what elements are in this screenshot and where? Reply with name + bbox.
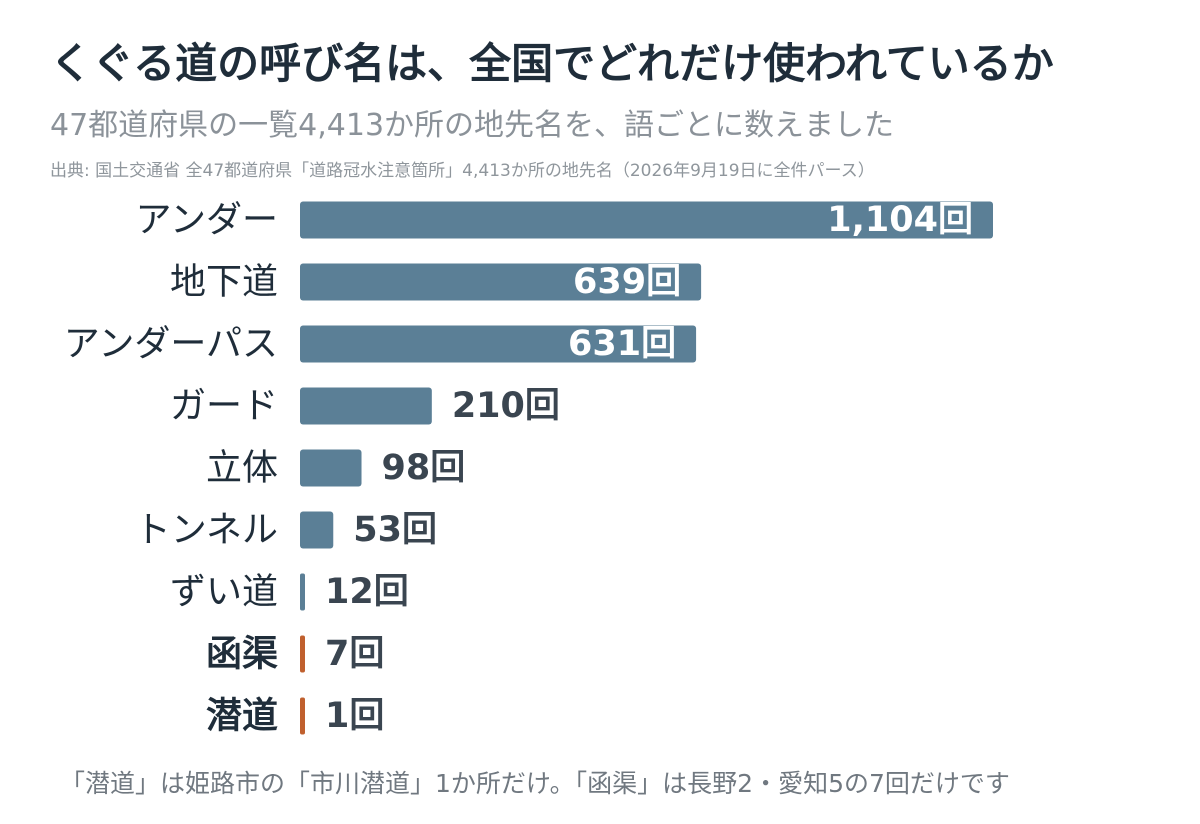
- bar-group: アンダーパス 631回: [64, 324, 697, 365]
- chart-source: 出典: 国土交通省 全47都道府県「道路冠水注意箇所」4,413か所の地先名（2…: [50, 161, 875, 181]
- value-label: 210回: [452, 386, 560, 426]
- bar: [300, 387, 432, 425]
- bar: [300, 697, 305, 735]
- value-label: 1,104回: [827, 200, 973, 240]
- category-label: ガード: [170, 386, 278, 427]
- category-label: 立体: [206, 448, 278, 489]
- bar-group: ずい道 12回: [170, 572, 409, 613]
- value-label: 7回: [325, 634, 384, 674]
- value-label: 631回: [568, 324, 676, 364]
- bar: [300, 511, 334, 549]
- category-label: 函渠: [206, 634, 278, 675]
- bar-group: トンネル 53回: [135, 510, 437, 551]
- value-label: 639回: [573, 262, 681, 302]
- value-label: 98回: [382, 448, 466, 488]
- bar-group: アンダー 1,104回: [135, 200, 993, 241]
- value-label: 53回: [353, 510, 437, 550]
- chart-subtitle: 47都道府県の一覧4,413か所の地先名を、語ごとに数えました: [50, 108, 895, 143]
- bar: [300, 449, 362, 487]
- bar-group: 立体 98回: [206, 448, 465, 489]
- value-label: 12回: [325, 572, 409, 612]
- bar-group: ガード 210回: [170, 386, 560, 427]
- bar: [300, 263, 702, 301]
- category-label: アンダー: [135, 200, 278, 241]
- bar: [300, 325, 697, 363]
- bar: [300, 573, 305, 611]
- bar-group: 潜道 1回: [206, 696, 384, 737]
- bar: [300, 635, 305, 673]
- category-label: ずい道: [170, 572, 278, 613]
- category-label: トンネル: [135, 510, 278, 551]
- category-label: アンダーパス: [64, 324, 278, 365]
- bar-group: 地下道 639回: [170, 262, 702, 303]
- bar-group: 函渠 7回: [206, 634, 384, 675]
- value-label: 1回: [325, 696, 384, 736]
- category-label: 潜道: [206, 696, 278, 737]
- bar: [300, 201, 993, 239]
- chart-title: くぐる道の呼び名は、全国でどれだけ使われているか: [50, 39, 1054, 88]
- chart-footnote: 「潜道」は姫路市の「市川潜道」1か所だけ。「函渠」は長野2・愛知5の7回だけです: [60, 769, 1010, 798]
- category-label: 地下道: [170, 262, 278, 303]
